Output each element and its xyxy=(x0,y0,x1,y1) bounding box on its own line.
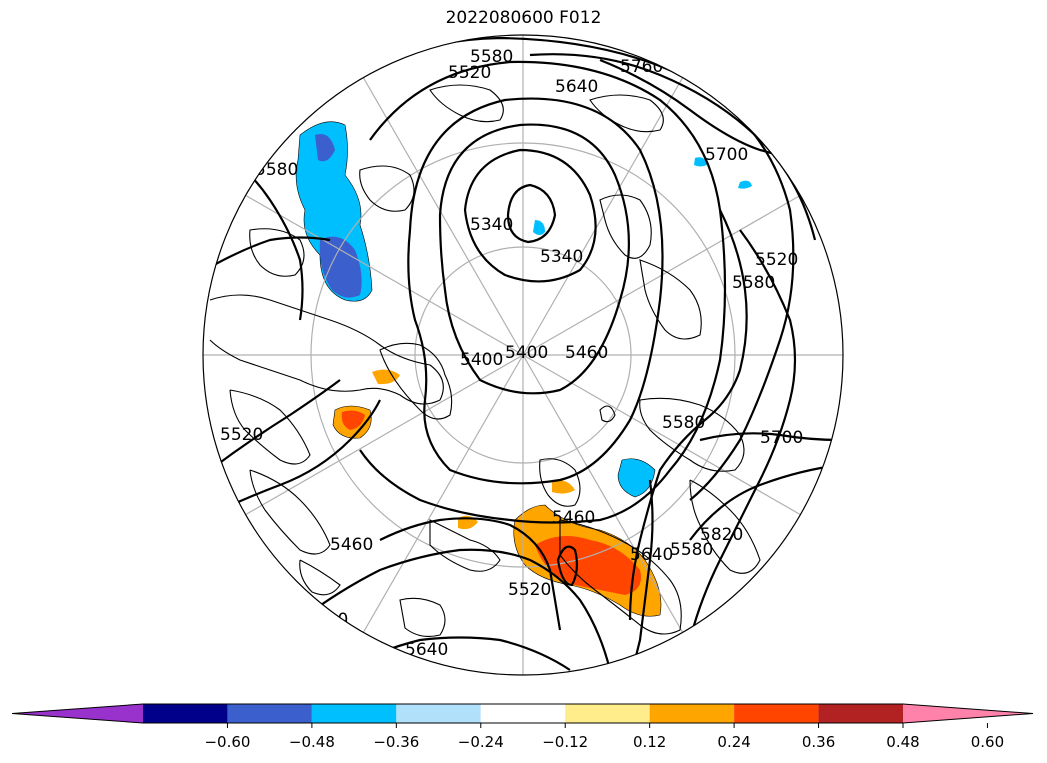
contour-5400 xyxy=(438,123,630,395)
colorbar-tick-label: 0.12 xyxy=(633,733,666,751)
height-contours xyxy=(203,36,841,675)
contour-5580-c xyxy=(299,548,612,671)
colorbar-tick-label: −0.12 xyxy=(542,733,588,751)
colorbar-extend-min xyxy=(12,704,143,723)
negative-anomaly-west-upper xyxy=(315,134,335,162)
contour-5820 xyxy=(689,463,841,541)
contour-5340 xyxy=(463,148,597,283)
contour-label: 5580 xyxy=(662,413,705,433)
contour-label: 5520 xyxy=(220,425,263,445)
contour-label: 5700 xyxy=(760,428,803,448)
colorbar-outline xyxy=(11,703,1034,724)
contour-label: 5520 xyxy=(448,63,491,83)
colorbar-tick-label: 0.48 xyxy=(886,733,919,751)
colorbar-tick-label: 0.24 xyxy=(717,733,750,751)
colorbar-tick-label: −0.24 xyxy=(458,733,504,751)
anomaly-shading xyxy=(295,121,752,617)
contour-label: 5400 xyxy=(460,350,503,370)
contour-5700-b xyxy=(699,432,841,442)
contour-label: 5400 xyxy=(505,343,548,363)
colorbar-segment xyxy=(649,704,735,723)
positive-anomaly-greenland-core xyxy=(341,410,365,430)
contour-5460-a xyxy=(407,97,664,485)
map-title: 2022080600 F012 xyxy=(445,8,602,28)
colorbar-tick-label: −0.36 xyxy=(373,733,419,751)
polar-map: 5580 5520 5640 5760 5700 5580 5520 5580 … xyxy=(202,34,844,676)
contour-label: 5700 xyxy=(705,145,748,165)
colorbar-segment xyxy=(311,704,397,723)
contour-label: 5520 xyxy=(755,250,798,270)
contour-label: 5640 xyxy=(555,77,598,97)
contour-5520-b xyxy=(688,229,797,641)
graticule xyxy=(203,35,843,675)
colorbar-segment xyxy=(396,704,481,723)
colorbar-segment xyxy=(565,704,650,723)
contour-5580-b xyxy=(628,209,748,621)
positive-anomaly-canada xyxy=(372,369,400,385)
colorbar-tick-label: 0.36 xyxy=(802,733,835,751)
contour-5580-a xyxy=(329,36,795,501)
contour-label: 5460 xyxy=(330,535,373,555)
contour-label: 5580 xyxy=(470,47,513,67)
contour-label: 5460 xyxy=(552,508,595,528)
contour-label: 5520 xyxy=(508,580,551,600)
contour-label: 5340 xyxy=(470,215,513,235)
map-boundary xyxy=(202,34,844,676)
positive-anomaly-scandinavia xyxy=(552,479,575,494)
contour-label: 5640 xyxy=(405,640,448,660)
colorbar-tick-label: −0.48 xyxy=(289,733,335,751)
colorbar-segment xyxy=(734,704,819,723)
colorbar-segments xyxy=(11,703,1034,724)
colorbar-segment xyxy=(143,704,228,723)
colorbar-segment xyxy=(818,704,903,723)
negative-anomaly-small-3 xyxy=(738,180,752,189)
colorbar-tick-label: 0.60 xyxy=(971,733,1004,751)
contour-5520-a xyxy=(359,60,727,524)
colorbar-extend-max xyxy=(903,704,1033,723)
negative-anomaly-small-2 xyxy=(694,157,707,167)
coastlines xyxy=(209,84,761,637)
colorbar-tick-label: −0.60 xyxy=(204,733,250,751)
contour-label: 5820 xyxy=(700,525,743,545)
contour-closed-small xyxy=(556,545,579,587)
contour-label: 5460 xyxy=(565,343,608,363)
negative-anomaly-small-1 xyxy=(533,220,545,235)
contour-low-center xyxy=(506,183,557,244)
colorbar-segment xyxy=(480,704,566,723)
contour-5520-e xyxy=(204,236,331,271)
contour-label: 5580 xyxy=(670,540,713,560)
negative-anomaly-east xyxy=(617,458,656,498)
colorbar-segment xyxy=(227,704,312,723)
contour-label: 5340 xyxy=(540,247,583,267)
colorbar-ticks: −0.60 −0.48 −0.36 −0.24 −0.12 0.12 0.24 0.36 0.4… xyxy=(204,723,1004,751)
contour-5520-c xyxy=(209,379,341,471)
contour-label: 5640 xyxy=(630,545,673,565)
contour-label: 5580 xyxy=(732,273,775,293)
negative-anomaly-west-core xyxy=(319,236,362,298)
contour-5520-d xyxy=(379,517,562,631)
